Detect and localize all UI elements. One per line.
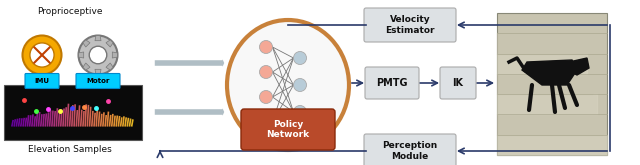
Polygon shape bbox=[106, 40, 113, 47]
Circle shape bbox=[294, 79, 307, 92]
Circle shape bbox=[79, 35, 118, 75]
FancyBboxPatch shape bbox=[76, 73, 120, 88]
FancyBboxPatch shape bbox=[365, 67, 419, 99]
Text: Motor: Motor bbox=[86, 78, 109, 84]
Text: PMTG: PMTG bbox=[376, 78, 408, 88]
Circle shape bbox=[259, 66, 273, 79]
Text: Proprioceptive: Proprioceptive bbox=[37, 7, 103, 16]
Text: Perception
Module: Perception Module bbox=[382, 141, 438, 161]
Polygon shape bbox=[567, 58, 589, 75]
FancyBboxPatch shape bbox=[497, 13, 607, 155]
Polygon shape bbox=[522, 60, 577, 85]
Circle shape bbox=[294, 105, 307, 118]
FancyBboxPatch shape bbox=[4, 85, 142, 140]
Circle shape bbox=[259, 115, 273, 129]
Polygon shape bbox=[106, 63, 113, 70]
Polygon shape bbox=[112, 52, 117, 58]
Circle shape bbox=[89, 46, 107, 64]
Circle shape bbox=[259, 40, 273, 53]
Polygon shape bbox=[83, 40, 90, 47]
Circle shape bbox=[294, 51, 307, 65]
FancyBboxPatch shape bbox=[241, 109, 335, 150]
Polygon shape bbox=[79, 52, 84, 58]
Circle shape bbox=[30, 43, 54, 67]
Circle shape bbox=[22, 35, 61, 75]
Text: IK: IK bbox=[452, 78, 463, 88]
Polygon shape bbox=[95, 36, 101, 41]
Polygon shape bbox=[83, 63, 90, 70]
FancyBboxPatch shape bbox=[25, 73, 59, 88]
Text: IMU: IMU bbox=[35, 78, 49, 84]
Text: Elevation Samples: Elevation Samples bbox=[28, 145, 112, 154]
Polygon shape bbox=[95, 69, 101, 74]
FancyBboxPatch shape bbox=[364, 8, 456, 42]
FancyBboxPatch shape bbox=[440, 67, 476, 99]
FancyBboxPatch shape bbox=[364, 134, 456, 165]
Ellipse shape bbox=[227, 20, 349, 150]
Text: Policy
Network: Policy Network bbox=[266, 120, 310, 139]
Text: Velocity
Estimator: Velocity Estimator bbox=[385, 15, 435, 35]
Circle shape bbox=[259, 90, 273, 103]
